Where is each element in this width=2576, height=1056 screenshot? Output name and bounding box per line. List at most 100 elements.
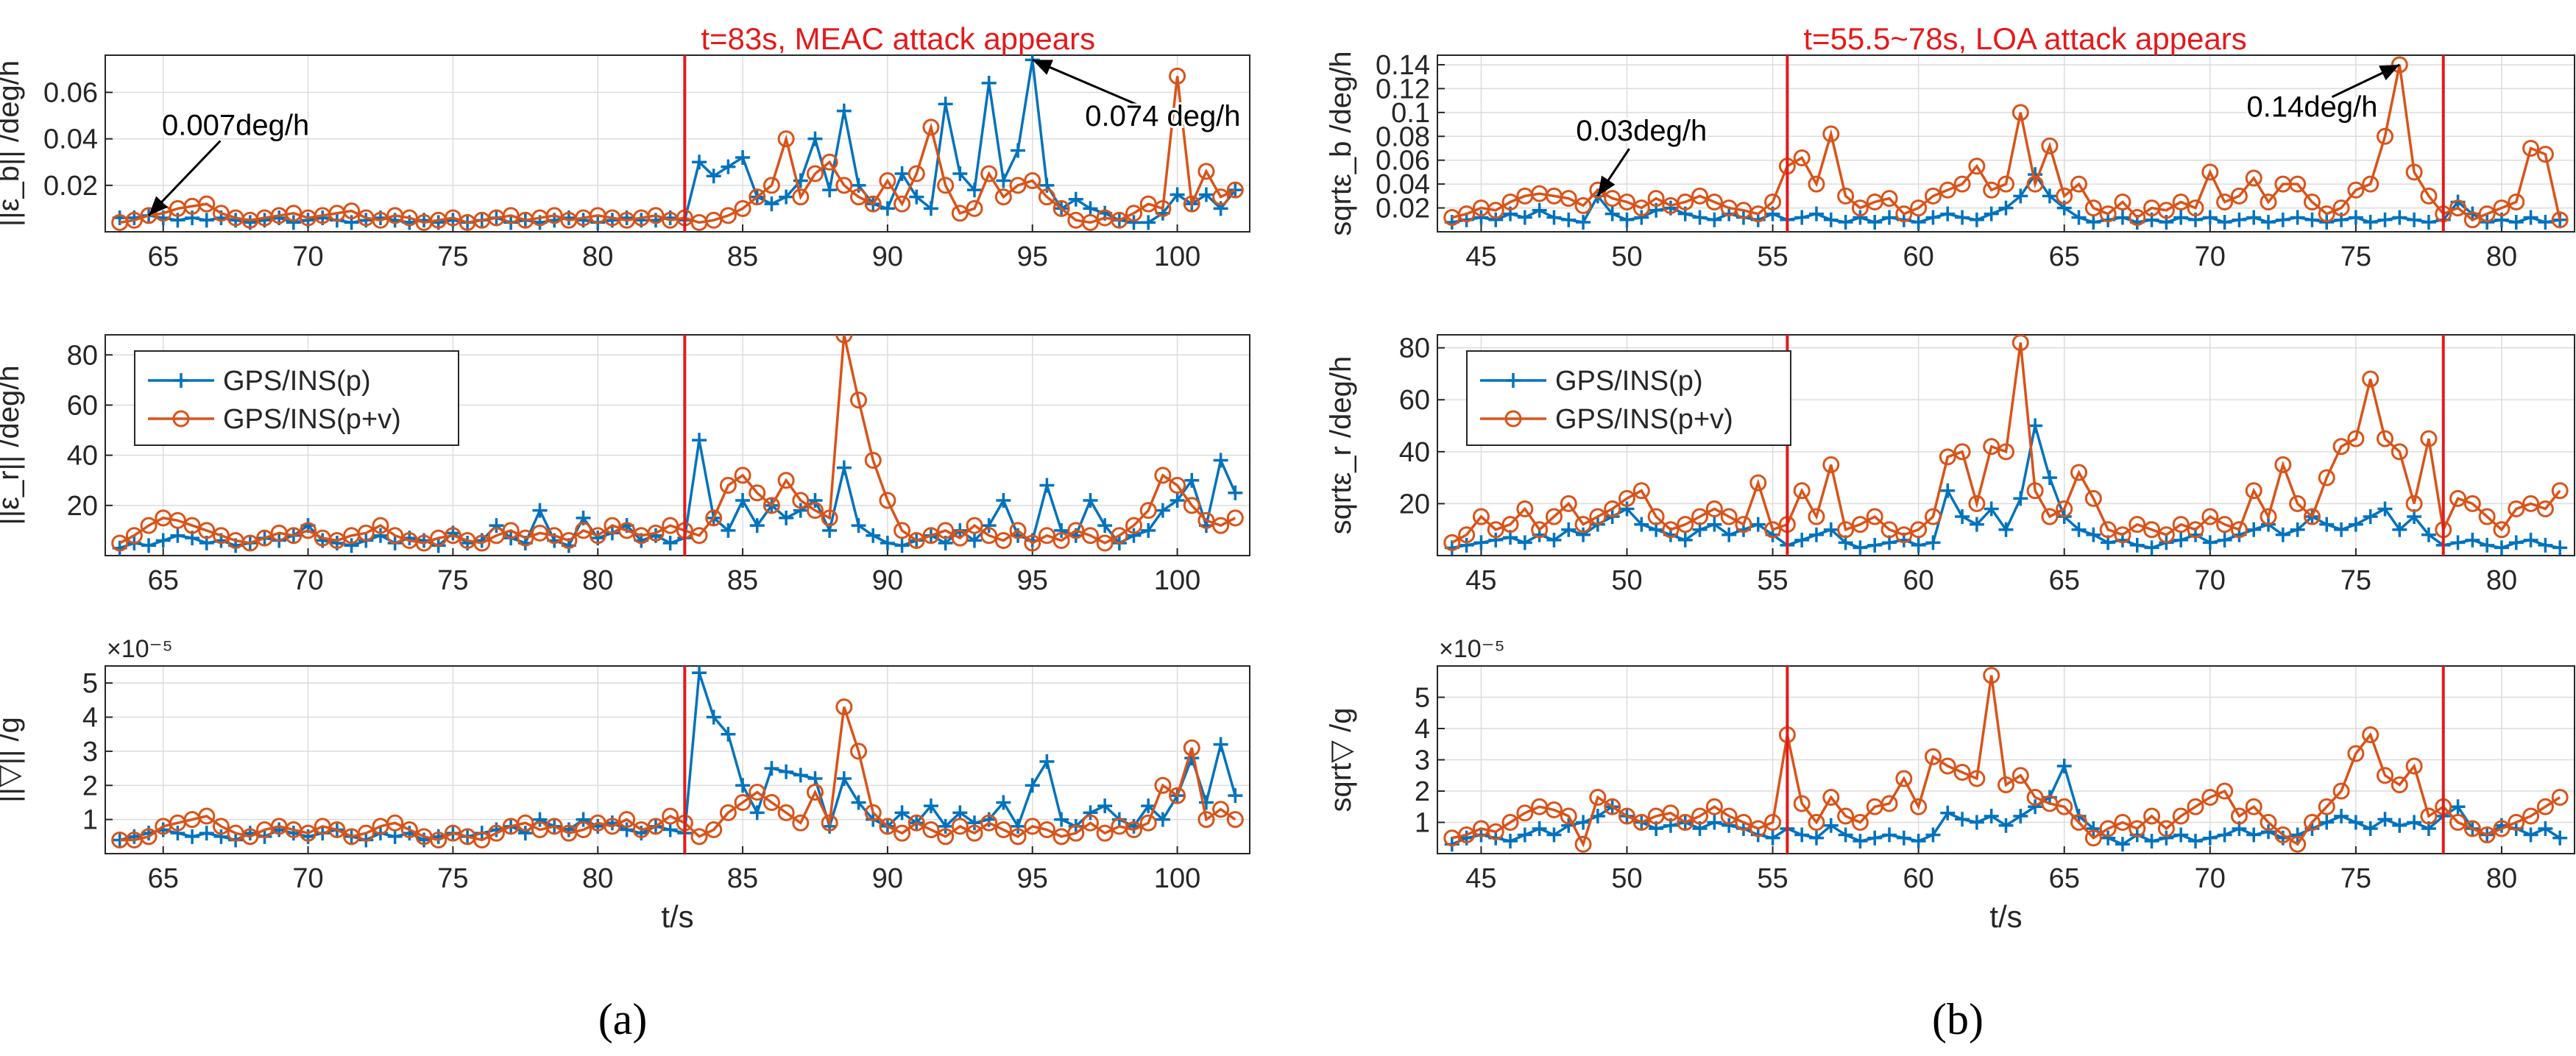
data-point-pv xyxy=(2041,137,2059,155)
data-point-p xyxy=(2028,418,2043,433)
y-tick-label: 60 xyxy=(1399,385,1430,416)
data-point-pv xyxy=(2377,767,2393,784)
data-point-pv xyxy=(806,502,824,520)
data-point-pv xyxy=(980,814,998,832)
data-point-pv xyxy=(2260,508,2277,525)
data-point-pv xyxy=(400,821,418,839)
data-point-pv xyxy=(719,477,737,495)
data-point-pv xyxy=(444,527,461,545)
data-point-pv xyxy=(198,522,216,539)
data-point-pv xyxy=(907,532,925,550)
data-point-p xyxy=(1011,143,1026,158)
data-point-p xyxy=(532,812,548,827)
data-point-pv xyxy=(2493,521,2510,539)
annotation-label: 0.14deg/h xyxy=(2246,91,2377,124)
data-point-pv xyxy=(2405,163,2423,181)
y-exponent: ×10⁻⁵ xyxy=(107,635,173,663)
data-point-p xyxy=(2377,212,2393,227)
data-point-p xyxy=(2232,212,2247,227)
data-point-p xyxy=(141,538,157,553)
data-point-pv xyxy=(2230,807,2248,825)
series-group xyxy=(1443,667,2569,853)
data-point-pv xyxy=(719,207,737,224)
data-point-pv xyxy=(2362,370,2379,388)
y-tick-label: 0.04 xyxy=(1376,169,1430,200)
data-point-pv xyxy=(2187,199,2204,217)
data-point-p xyxy=(981,518,997,534)
data-point-pv xyxy=(618,811,636,829)
data-point-p xyxy=(779,510,794,525)
data-point-pv xyxy=(2508,814,2525,831)
data-point-p xyxy=(2071,210,2087,225)
data-point-pv xyxy=(647,524,665,542)
data-point-p xyxy=(1488,532,1504,548)
data-point-p xyxy=(1488,212,1504,227)
data-point-pv xyxy=(647,818,665,835)
data-point-p xyxy=(2013,809,2028,823)
x-axis-label: t/s xyxy=(661,899,693,934)
data-point-pv xyxy=(2289,835,2307,853)
x-tick-label: 50 xyxy=(1611,241,1642,272)
x-tick-label: 65 xyxy=(2049,241,2080,272)
data-point-pv xyxy=(879,818,896,835)
attack-annotation: t=55.5~78s, LOA attack appears xyxy=(1803,21,2246,56)
data-point-pv xyxy=(806,165,824,183)
data-point-pv xyxy=(966,517,983,534)
data-point-pv xyxy=(1009,828,1027,846)
legend-marker-pv xyxy=(172,410,190,428)
data-point-p xyxy=(721,522,736,538)
data-point-pv xyxy=(951,205,969,222)
data-point-pv xyxy=(372,517,389,534)
axes-frame xyxy=(105,54,1250,233)
x-tick-label: 70 xyxy=(2195,241,2226,272)
data-point-pv xyxy=(1677,516,1694,534)
data-point-pv xyxy=(140,517,158,534)
data-point-p xyxy=(1141,215,1156,230)
data-point-pv xyxy=(1910,521,1928,539)
data-point-pv xyxy=(2041,508,2059,525)
data-point-p xyxy=(185,829,200,844)
data-point-pv xyxy=(2026,789,2044,806)
x-tick-label: 70 xyxy=(2195,863,2226,894)
data-point-p xyxy=(1969,517,1984,532)
data-point-p xyxy=(387,829,403,844)
data-point-pv xyxy=(198,807,216,825)
data-point-p xyxy=(1068,191,1083,207)
data-point-p xyxy=(706,709,721,725)
data-point-p xyxy=(1867,830,1883,846)
data-point-pv xyxy=(2318,798,2335,815)
data-point-pv xyxy=(2129,516,2146,534)
data-point-p xyxy=(909,189,924,205)
data-point-pv xyxy=(1793,795,1811,812)
data-point-p xyxy=(1750,517,1766,532)
data-point-pv xyxy=(835,698,853,716)
data-point-pv xyxy=(444,209,461,227)
data-point-p xyxy=(199,213,214,228)
data-point-p xyxy=(2348,815,2363,830)
data-point-p xyxy=(489,518,504,534)
data-point-pv xyxy=(517,814,534,832)
data-point-pv xyxy=(1793,149,1811,166)
data-point-pv xyxy=(821,814,838,832)
data-point-pv xyxy=(2245,798,2262,815)
data-point-p xyxy=(764,196,779,212)
data-point-pv xyxy=(894,522,911,539)
data-point-p xyxy=(1517,535,1532,550)
data-point-pv xyxy=(386,814,404,832)
data-point-pv xyxy=(1589,789,1607,806)
x-tick-label: 55 xyxy=(1757,863,1788,894)
data-point-p xyxy=(2290,210,2305,225)
data-point-pv xyxy=(2129,209,2146,227)
data-point-pv xyxy=(2099,521,2117,539)
data-point-p xyxy=(2275,212,2290,227)
data-point-p xyxy=(2115,837,2130,852)
data-point-pv xyxy=(1183,497,1200,514)
data-point-pv xyxy=(2011,104,2029,121)
data-point-pv xyxy=(300,824,317,842)
data-point-pv xyxy=(1764,521,1782,539)
data-point-pv xyxy=(1880,521,1898,539)
data-point-pv xyxy=(1516,804,1534,822)
x-tick-label: 100 xyxy=(1154,863,1200,894)
data-point-pv xyxy=(1096,824,1114,842)
data-point-pv xyxy=(1169,67,1186,85)
